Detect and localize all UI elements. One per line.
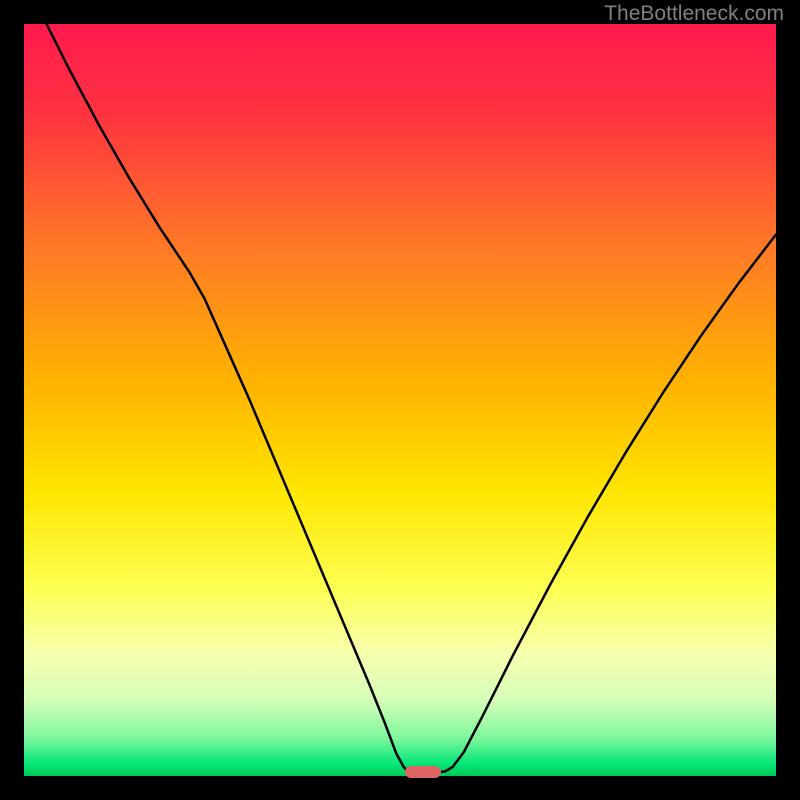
plot-area	[24, 24, 776, 776]
watermark-text: TheBottleneck.com	[604, 2, 784, 26]
chart-container: TheBottleneck.com	[0, 0, 800, 800]
optimal-point-marker	[405, 766, 441, 778]
bottleneck-curve	[24, 24, 776, 776]
